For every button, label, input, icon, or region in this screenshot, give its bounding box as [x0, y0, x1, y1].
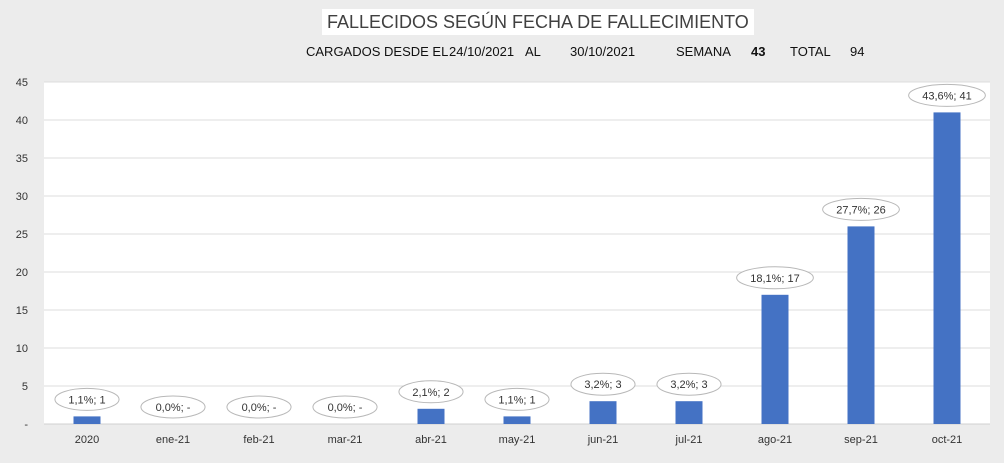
x-tick-label: oct-21: [932, 434, 963, 446]
y-tick-label: 30: [16, 191, 28, 203]
data-label-bubble: [226, 395, 292, 419]
y-tick-label: 35: [16, 153, 28, 165]
x-tick-label: sep-21: [844, 434, 878, 446]
data-label-bubble: [312, 395, 378, 419]
data-label-bubble: [140, 395, 206, 419]
y-tick-label: 25: [16, 229, 28, 241]
y-tick-label: 45: [16, 77, 28, 89]
y-tick-label: 40: [16, 115, 28, 127]
data-label: 3,2%; 3: [584, 379, 621, 391]
x-tick-label: ago-21: [758, 434, 792, 446]
y-tick-label: -: [24, 419, 28, 431]
x-tick-label: may-21: [499, 434, 536, 446]
bar: [847, 226, 875, 424]
data-label: 43,6%; 41: [922, 90, 972, 102]
data-label: 27,7%; 26: [836, 204, 886, 216]
data-label: 1,1%; 1: [68, 394, 105, 406]
data-label-bubble: [398, 380, 464, 404]
x-tick-label: ene-21: [156, 434, 190, 446]
total-label: TOTAL: [790, 44, 831, 59]
bar: [675, 401, 703, 424]
data-label-bubble: [822, 197, 900, 221]
data-label: 18,1%; 17: [750, 273, 800, 285]
data-label-bubble: [656, 372, 722, 396]
data-label: 0,0%; -: [242, 402, 277, 414]
y-tick-label: 10: [16, 343, 28, 355]
x-tick-label: feb-21: [243, 434, 274, 446]
data-label: 0,0%; -: [328, 402, 363, 414]
plot-area: [44, 82, 990, 424]
week-label: SEMANA: [676, 44, 731, 59]
bar: [417, 408, 445, 424]
bar: [73, 416, 101, 424]
x-tick-label: 2020: [75, 434, 99, 446]
data-label-bubble: [908, 83, 986, 107]
x-tick-label: abr-21: [415, 434, 447, 446]
data-label-bubble: [54, 387, 120, 411]
data-label-bubble: [736, 266, 814, 290]
bar: [589, 401, 617, 424]
date-to: 30/10/2021: [570, 44, 636, 59]
y-tick-label: 5: [22, 381, 28, 393]
loaded-label: CARGADOS DESDE EL: [306, 44, 449, 59]
date-from: 24/10/2021: [449, 44, 515, 59]
chart-title: FALLECIDOS SEGÚN FECHA DE FALLECIMIENTO: [322, 9, 754, 35]
data-label: 2,1%; 2: [412, 387, 449, 399]
x-tick-label: mar-21: [328, 434, 363, 446]
al-label: AL: [525, 44, 541, 59]
data-label-bubble: [484, 387, 550, 411]
bar: [933, 112, 961, 425]
bar: [761, 294, 789, 424]
x-tick-label: jul-21: [675, 434, 703, 446]
x-tick-label: jun-21: [587, 434, 619, 446]
data-label: 3,2%; 3: [670, 379, 707, 391]
bar: [503, 416, 531, 424]
data-label-bubble: [570, 372, 636, 396]
y-tick-label: 20: [16, 267, 28, 279]
data-label: 0,0%; -: [156, 402, 191, 414]
data-label: 1,1%; 1: [498, 394, 535, 406]
total-value: 94: [850, 44, 865, 59]
week-value: 43: [751, 44, 766, 59]
y-tick-label: 15: [16, 305, 28, 317]
